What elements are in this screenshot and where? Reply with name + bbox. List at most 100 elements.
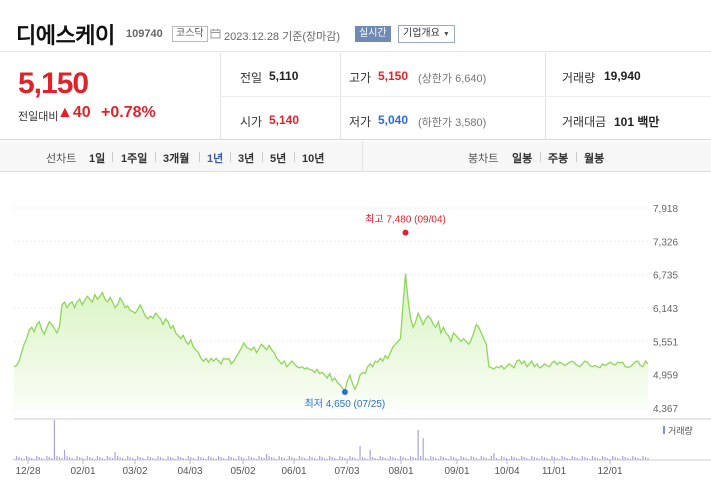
company-info-dropdown[interactable]: 기업개요 ▼ [398,25,455,43]
volume-bar [591,456,594,460]
quote-date: 2023.12.28 기준(장마감) [224,31,341,43]
volume-bar [533,457,535,460]
volume-bar [324,458,326,460]
volume-bar [493,453,495,460]
volume-bar [538,459,540,460]
volume-bar [127,456,129,460]
tab-monthly[interactable]: 월봉 [584,153,605,165]
tab-separator [230,152,231,162]
volume-bar [220,457,222,460]
volume-bar [364,458,366,460]
volume-bar [465,458,467,460]
volume-bar [450,456,452,460]
volume-bar [86,456,88,460]
volume-bar [15,456,18,460]
volume-bar [210,457,212,460]
volume-bar [344,458,346,460]
volume-bar [46,456,48,460]
volume-bar [445,458,447,460]
realtime-button[interactable]: 실시간 [355,26,391,42]
volume-bar [313,458,316,460]
high-marker [402,229,409,236]
volume-bar [374,458,376,460]
volume-bar [485,458,487,460]
volume-bar [74,459,76,460]
volume-bar [68,457,71,460]
volume-bar [505,458,508,460]
trade-value: 101 백만 [614,115,660,129]
volume-bar [488,459,490,460]
volume-bar [132,458,134,460]
volume-bar [402,457,404,460]
line-chart-label: 선차트 [46,153,77,165]
volume-bar [20,458,23,460]
volume-bar [119,457,121,460]
volume-bar [389,456,391,460]
volume-bar [271,457,273,460]
volume-bar [576,458,578,460]
volume-bar [122,458,124,460]
y-tick-label: 4,959 [653,371,678,382]
volume-bar [359,446,361,460]
y-axis: 7,918 7,326 6,735 6,143 5,551 4,959 4,367 [653,204,678,415]
volume-bar [425,458,427,460]
x-tick-label: 05/02 [230,466,255,477]
volume-bar [351,457,354,460]
volume-bar [48,457,50,460]
volume-bar [455,458,457,460]
volume-bar [53,420,56,460]
volume-bar [556,458,558,460]
tab-10y[interactable]: 10년 [302,153,325,165]
volume-bar [175,459,177,460]
volume-label: 거래량 [562,71,596,85]
volume-bar [394,458,397,460]
volume-bar [498,459,500,460]
y-tick-label: 6,143 [653,304,678,315]
volume-value: 19,940 [604,69,641,83]
volume-bar [167,456,169,460]
low-marker [341,389,348,396]
y-tick-label: 5,551 [653,337,678,348]
tab-5y[interactable]: 5년 [270,153,287,165]
tab-1d[interactable]: 1일 [89,153,106,165]
volume-bar [124,459,126,460]
volume-bar [58,457,61,460]
volume-bar [516,458,518,460]
x-tick-label: 12/01 [597,466,622,477]
tab-1y[interactable]: 1년 [207,153,224,165]
change-label: 전일대비 [18,111,59,123]
volume-bar [553,457,556,460]
volume-bar [321,457,323,460]
volume-bar [404,458,407,460]
x-tick-label: 09/01 [444,466,469,477]
tab-weekly[interactable]: 주봉 [548,153,569,165]
current-price: 5,150 [18,67,89,100]
tab-3y[interactable]: 3년 [238,153,255,165]
volume-bar [134,459,136,460]
volume-bar [89,457,91,460]
tab-daily[interactable]: 일봉 [512,153,533,165]
volume-bar [281,457,283,460]
volume-bar [187,456,189,460]
volume-bar [195,459,197,460]
volume-bar [283,458,285,460]
volume-bar [63,450,66,460]
volume-bar [480,456,482,460]
volume-bar [377,459,379,460]
volume-bar [435,458,437,460]
volume-bar [278,456,280,460]
volume-bar [420,456,422,460]
price-line [13,273,649,392]
tab-1w[interactable]: 1주일 [121,153,148,165]
volume-bar [442,457,445,460]
tab-3m[interactable]: 3개월 [163,153,190,165]
volume-bar [574,457,576,460]
volume-bar [288,456,290,460]
volume-bar [56,456,58,460]
volume-bar [185,459,187,460]
volume-bar [84,459,86,460]
prev-close-label: 전일 [240,71,263,85]
volume-bar [367,459,369,460]
volume-bar [245,459,247,460]
price-chart[interactable]: 7,918 7,326 6,735 6,143 5,551 4,959 4,367 12/2… [0,172,711,504]
